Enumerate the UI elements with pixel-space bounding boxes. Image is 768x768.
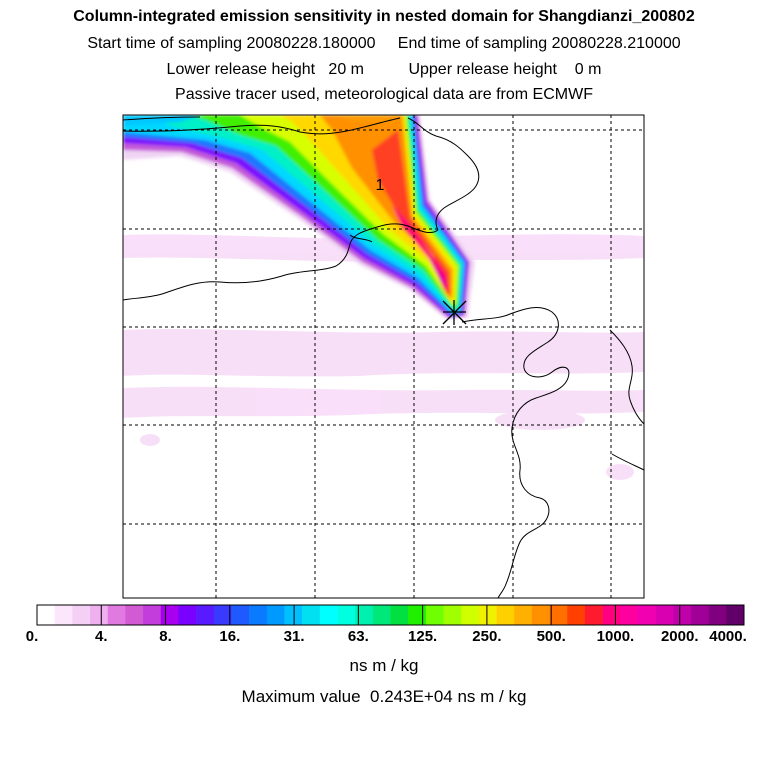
colorbar-swatch xyxy=(602,605,621,625)
colorbar-swatch xyxy=(584,605,603,625)
colorbar-swatch xyxy=(231,605,250,625)
colorbar-swatch xyxy=(160,605,179,625)
colorbar-swatch xyxy=(673,605,692,625)
colorbar xyxy=(36,605,745,625)
colorbar-swatch xyxy=(567,605,586,625)
colorbar-swatch xyxy=(461,605,480,625)
plume-label: 1 xyxy=(376,177,385,194)
colorbar-tick-label: 125. xyxy=(408,628,438,645)
release-site-marker xyxy=(442,300,467,325)
colorbar-swatch xyxy=(425,605,444,625)
tracer-info-line: Passive tracer used, meteorological data… xyxy=(175,86,593,103)
colorbar-swatch xyxy=(196,605,215,625)
colorbar-swatch xyxy=(549,605,568,625)
colorbar-tick-label: 0. xyxy=(25,628,39,645)
colorbar-tick-label: 63. xyxy=(347,628,369,645)
colorbar-swatch xyxy=(319,605,338,625)
colorbar-swatch xyxy=(72,605,91,625)
lat-lon-grid xyxy=(123,115,644,598)
colorbar-tick-label: 4. xyxy=(95,628,108,645)
colorbar-swatch xyxy=(655,605,674,625)
colorbar-frame xyxy=(36,604,745,626)
colorbar-swatch xyxy=(337,605,356,625)
colorbar-swatch xyxy=(726,605,745,625)
colorbar-tick-label: 16. xyxy=(219,628,241,645)
low-sensitivity-patches xyxy=(123,234,644,480)
colorbar-swatch xyxy=(708,605,727,625)
colorbar-tick-label: 2000. xyxy=(660,628,699,645)
colorbar-swatch xyxy=(178,605,197,625)
colorbar-swatch xyxy=(54,605,73,625)
colorbar-swatch xyxy=(372,605,391,625)
colorbar-swatch xyxy=(284,605,303,625)
colorbar-swatch xyxy=(514,605,533,625)
colorbar-tick-label: 8. xyxy=(159,628,172,645)
colorbar-swatch xyxy=(408,605,427,625)
colorbar-swatch xyxy=(213,605,232,625)
colorbar-swatch xyxy=(143,605,162,625)
colorbar-swatch xyxy=(637,605,656,625)
colorbar-swatch xyxy=(266,605,285,625)
colorbar-swatch xyxy=(37,605,55,625)
colorbar-swatch xyxy=(107,605,126,625)
map-frame xyxy=(122,114,645,599)
units-label: ns m / kg xyxy=(349,656,419,675)
sampling-time-line: Start time of sampling 20080228.180000 E… xyxy=(87,35,681,52)
colorbar-swatch xyxy=(620,605,639,625)
colorbar-swatch xyxy=(125,605,144,625)
colorbar-swatch xyxy=(90,605,109,625)
maximum-value-line: Maximum value 0.243E+04 ns m / kg xyxy=(241,687,527,706)
emission-plume xyxy=(123,115,475,318)
colorbar-tick-label: 1000. xyxy=(596,628,635,645)
colorbar-swatch xyxy=(531,605,550,625)
colorbar-tick-label: 31. xyxy=(283,628,305,645)
coastlines xyxy=(123,116,644,598)
colorbar-swatch xyxy=(390,605,409,625)
release-height-line: Lower release height 20 m Upper release … xyxy=(166,61,602,78)
colorbar-tick-label: 500. xyxy=(536,628,566,645)
colorbar-tick-label: 4000. xyxy=(709,628,747,645)
colorbar-swatch xyxy=(302,605,321,625)
colorbar-tick-label: 250. xyxy=(472,628,502,645)
colorbar-swatch xyxy=(496,605,515,625)
map-title: Column-integrated emission sensitivity i… xyxy=(73,8,695,25)
colorbar-swatch xyxy=(690,605,709,625)
colorbar-swatch xyxy=(478,605,497,625)
colorbar-swatch xyxy=(249,605,268,625)
colorbar-swatch xyxy=(443,605,462,625)
colorbar-swatch xyxy=(355,605,374,625)
